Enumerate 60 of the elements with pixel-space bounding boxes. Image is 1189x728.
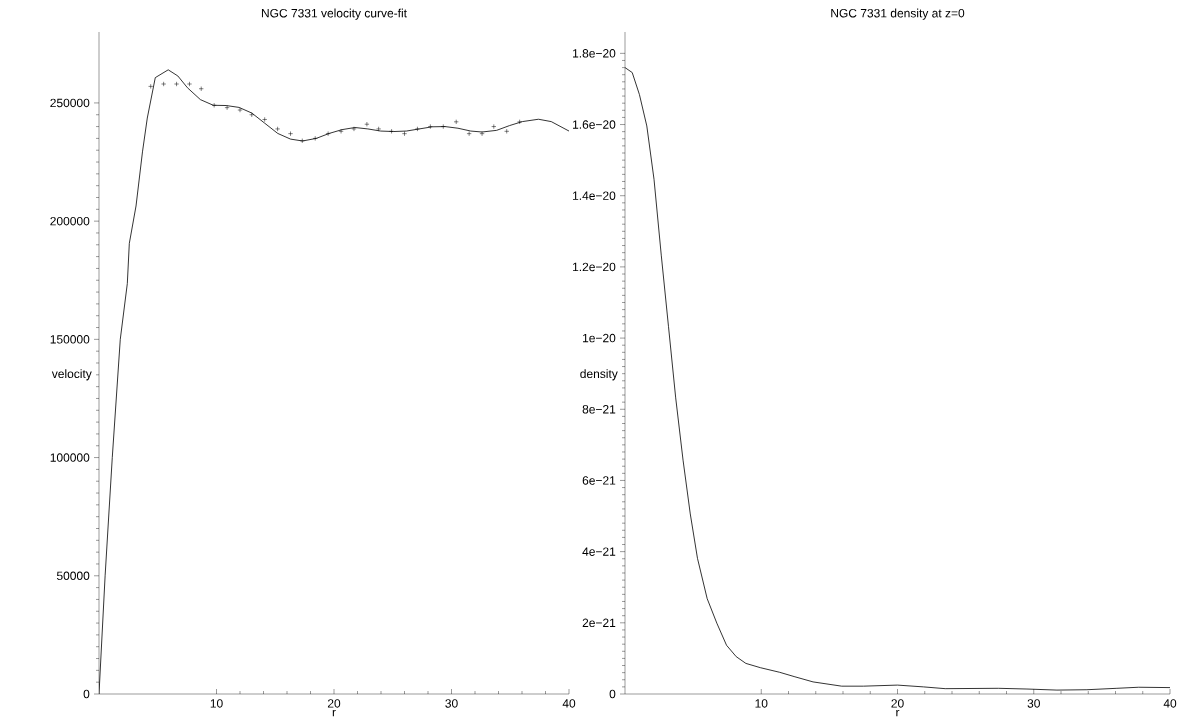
point xyxy=(312,135,318,141)
point xyxy=(262,117,268,122)
point xyxy=(427,124,433,130)
y-tick-label: 4e−21 xyxy=(582,547,616,556)
y-tick-label: 50000 xyxy=(56,571,90,581)
point xyxy=(504,128,510,134)
point xyxy=(224,105,230,111)
point xyxy=(517,119,523,125)
y-tick-label: 0 xyxy=(609,689,616,699)
point xyxy=(466,131,472,137)
point xyxy=(479,131,485,137)
point xyxy=(414,126,420,132)
x-axis-title: r xyxy=(896,709,900,717)
y-tick-label: 150000 xyxy=(50,335,90,344)
y-tick-label: 2e−21 xyxy=(582,618,616,628)
y-tick-label: 1.6e−20 xyxy=(573,120,616,129)
point xyxy=(325,131,331,137)
point xyxy=(440,124,446,130)
point xyxy=(402,131,407,137)
y-tick-label: 1.8e−20 xyxy=(573,49,616,58)
point xyxy=(174,81,179,87)
y-axis-title: velocity xyxy=(51,369,92,381)
x-tick-label: 40 xyxy=(562,699,576,708)
y-tick-label: 200000 xyxy=(50,216,90,226)
point xyxy=(299,138,305,144)
x-tick-label: 30 xyxy=(1027,699,1040,708)
point xyxy=(288,131,293,137)
x-tick-label: 20 xyxy=(327,699,341,708)
point xyxy=(187,81,192,87)
point xyxy=(211,102,217,108)
point xyxy=(351,126,357,132)
y-tick-label: 1.2e−20 xyxy=(573,262,616,272)
x-tick-label: 30 xyxy=(445,699,458,708)
point xyxy=(275,126,281,132)
point xyxy=(453,119,459,125)
point xyxy=(338,128,344,134)
y-axis-title: density xyxy=(580,369,618,381)
point xyxy=(249,112,255,118)
point xyxy=(491,124,497,130)
chart-title: NGC 7331 density at z=0 xyxy=(831,8,965,20)
x-tick-label: 10 xyxy=(210,699,223,708)
x-axis-title: r xyxy=(332,709,336,717)
y-tick-label: 0 xyxy=(83,689,90,699)
point xyxy=(364,121,370,127)
point xyxy=(237,107,243,113)
y-tick-label: 1.4e−20 xyxy=(573,191,616,200)
x-tick-label: 20 xyxy=(891,699,904,708)
x-tick-label: 40 xyxy=(1163,699,1177,708)
chart-title: NGC 7331 velocity curve-fit xyxy=(261,8,407,20)
y-tick-label: 6e−21 xyxy=(582,476,616,485)
point xyxy=(389,128,395,134)
point xyxy=(161,81,167,87)
point xyxy=(198,86,204,92)
y-tick-label: 1e−20 xyxy=(583,333,616,343)
x-tick-label: 10 xyxy=(755,699,768,708)
y-tick-label: 100000 xyxy=(50,453,90,462)
point xyxy=(148,83,154,89)
y-tick-label: 8e−21 xyxy=(582,405,616,414)
point xyxy=(376,126,382,132)
y-tick-label: 250000 xyxy=(50,98,90,108)
